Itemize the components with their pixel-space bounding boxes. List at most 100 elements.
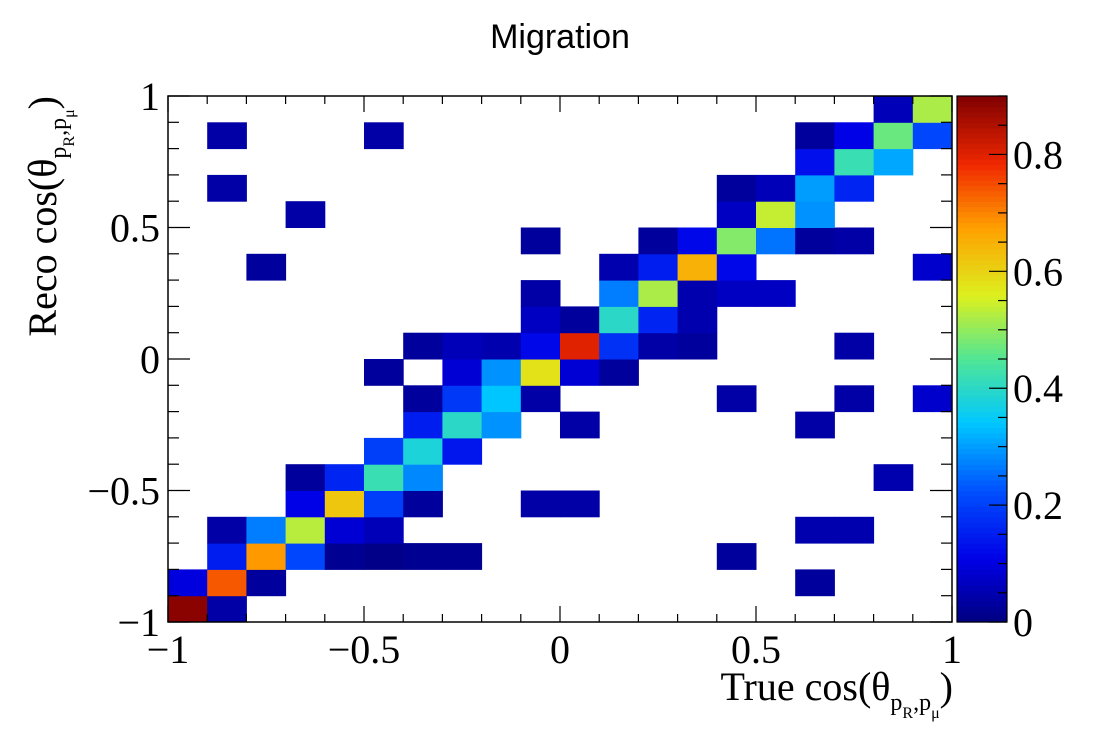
colorbar-segment	[957, 353, 1007, 360]
colorbar-segment	[957, 180, 1007, 187]
colorbar-segment	[957, 127, 1007, 134]
colorbar-segment	[957, 527, 1007, 534]
heatmap-cell	[520, 332, 561, 360]
colorbar-segment	[957, 574, 1007, 581]
colorbar-segment	[957, 537, 1007, 544]
heatmap-cell	[599, 253, 639, 281]
y-tick-label: −0.5	[87, 469, 160, 514]
colorbar-segment	[957, 595, 1007, 602]
heatmap-cell	[285, 516, 326, 544]
y-tick-labels: −1 −0.5 0 0.5 1	[87, 74, 160, 645]
y-axis-label: Reco cos(θpR,pμ)	[20, 96, 78, 337]
heatmap-cell	[795, 174, 835, 202]
heatmap-cell	[756, 280, 796, 307]
colorbar-segment	[957, 274, 1007, 281]
colorbar-segment	[957, 153, 1007, 160]
heatmap-cell	[168, 595, 208, 623]
heatmap-cell	[403, 411, 443, 439]
heatmap-cell	[207, 122, 247, 150]
heatmap-cell	[403, 490, 443, 518]
heatmap-cell	[364, 490, 404, 518]
colorbar-segment	[957, 374, 1007, 381]
heatmap-cell	[912, 122, 953, 150]
colorbar-segment	[957, 185, 1007, 192]
colorbar-tick-labels: 0 0.2 0.4 0.6 0.8	[1013, 132, 1063, 645]
colorbar-segment	[957, 395, 1007, 402]
colorbar-segment	[957, 585, 1007, 592]
colorbar-segment	[957, 359, 1007, 365]
heatmap-cell	[834, 174, 875, 202]
colorbar-segment	[957, 106, 1007, 113]
heatmap-cell	[364, 122, 404, 150]
colorbar-segment	[957, 248, 1007, 255]
colorbar-segment	[957, 390, 1007, 397]
colorbar-segment	[957, 437, 1007, 444]
heatmap-cell	[834, 122, 875, 150]
colorbar-segment	[957, 422, 1007, 428]
heatmap-cell	[677, 332, 718, 360]
heatmap-cell	[677, 227, 718, 255]
colorbar-segment	[957, 143, 1007, 150]
colorbar-segment	[957, 506, 1007, 513]
x-tick-label: 0.5	[731, 627, 781, 672]
colorbar-segment	[957, 411, 1007, 418]
colorbar-segment	[957, 301, 1007, 307]
heatmap-cell	[795, 227, 835, 255]
heatmap-cell	[677, 253, 718, 281]
colorbar-segment	[957, 101, 1007, 108]
colorbar-segment	[957, 469, 1007, 476]
heatmap-cell	[520, 385, 561, 413]
heatmap-cell	[834, 516, 875, 544]
heatmap-cell	[716, 227, 757, 255]
colorbar-tick-label: 0	[1013, 600, 1033, 645]
x-tick-label: 0	[550, 627, 570, 672]
heatmap-cell	[560, 359, 600, 386]
colorbar-segment	[957, 148, 1007, 155]
colorbar-segment	[957, 369, 1007, 376]
colorbar-segment	[957, 259, 1007, 265]
colorbar-segment	[957, 427, 1007, 434]
x-axis-label: True cos(θpR,pμ)	[721, 664, 953, 722]
heatmap-cell	[285, 464, 326, 491]
colorbar-segment	[957, 295, 1007, 302]
colorbar-segment	[957, 564, 1007, 570]
heatmap-cell	[912, 385, 953, 413]
colorbar-segment	[957, 117, 1007, 123]
colorbar-segment	[957, 553, 1007, 560]
x-tick-labels: −1 −0.5 0 0.5 1	[147, 627, 962, 672]
colorbar-segment	[957, 232, 1007, 239]
heatmap-cell	[207, 516, 247, 544]
heatmap-cell	[364, 543, 404, 570]
colorbar-segment	[957, 548, 1007, 555]
colorbar-segment	[957, 616, 1007, 623]
colorbar-segment	[957, 453, 1007, 460]
heatmap-cell	[442, 411, 483, 439]
heatmap-cell	[324, 543, 365, 570]
heatmap-cell	[442, 543, 483, 570]
y-tick-label: 0	[140, 337, 160, 382]
heatmap-cell	[756, 227, 796, 255]
colorbar-segment	[957, 253, 1007, 260]
x-tick-label: −1	[147, 627, 190, 672]
heatmap-cell	[207, 174, 247, 202]
heatmap-cell	[520, 490, 561, 518]
colorbar-segment	[957, 600, 1007, 607]
colorbar-segment	[957, 174, 1007, 181]
colorbar-segment	[957, 285, 1007, 292]
colorbar-segment	[957, 464, 1007, 471]
colorbar-segment	[957, 490, 1007, 497]
heatmap-cells	[168, 96, 953, 623]
colorbar-segment	[957, 227, 1007, 234]
colorbar-segment	[957, 543, 1007, 549]
colorbar-segment	[957, 448, 1007, 455]
heatmap-cell	[442, 437, 483, 465]
colorbar-segment	[957, 243, 1007, 250]
heatmap-cell	[207, 543, 247, 570]
colorbar-segment	[957, 337, 1007, 344]
heatmap-cell	[599, 359, 639, 386]
heatmap-cell	[873, 96, 914, 123]
heatmap-cell	[599, 306, 639, 334]
heatmap-cell	[324, 464, 365, 491]
heatmap-cell	[285, 201, 326, 228]
colorbar-tick-label: 0.4	[1013, 366, 1063, 411]
